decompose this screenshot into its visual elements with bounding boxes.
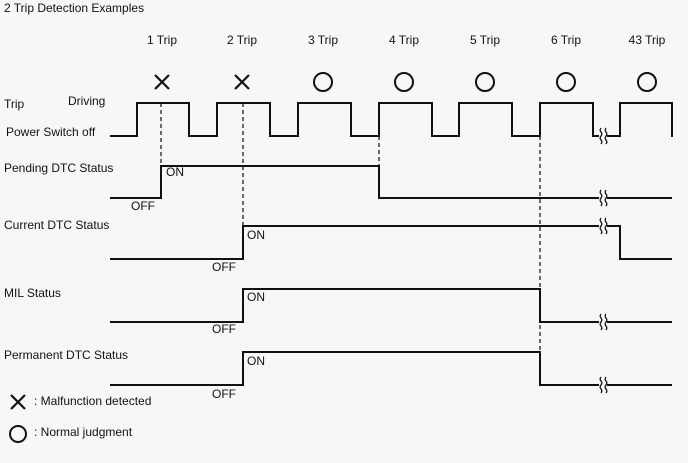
trip-column-label: 3 Trip (307, 33, 338, 47)
break-symbol (604, 217, 608, 235)
break-symbol (604, 189, 608, 207)
pending-waveform (110, 165, 672, 199)
mil-off-label: OFF (212, 322, 236, 336)
current-dtc-label: Current DTC Status (4, 218, 110, 232)
pending-on-label: ON (166, 165, 184, 179)
trip-column-label: 5 Trip (469, 33, 500, 47)
trip-waveform (110, 102, 673, 137)
break-symbol (599, 313, 603, 331)
break-symbol (599, 127, 603, 145)
break-symbol (599, 217, 603, 235)
trip-column-label: 4 Trip (388, 33, 419, 47)
trip-label: Trip (4, 97, 25, 111)
circle-icon (637, 72, 657, 92)
legend-x-mark-icon (10, 394, 26, 410)
power-switch-off-label: Power Switch off (6, 125, 96, 139)
permanent-waveform (110, 351, 672, 386)
pending-dtc-label: Pending DTC Status (4, 161, 114, 175)
current-waveform (110, 225, 672, 260)
circle-icon (394, 72, 414, 92)
circle-icon (556, 72, 576, 92)
driving-label: Driving (68, 94, 106, 108)
trip-column-label: 6 Trip (550, 33, 581, 47)
current-on-label: ON (247, 228, 265, 242)
legend-normal-label: : Normal judgment (34, 425, 133, 439)
mil-label: MIL Status (4, 286, 61, 300)
break-symbol (604, 127, 608, 145)
pending-off-label: OFF (131, 199, 155, 213)
permanent-on-label: ON (247, 354, 265, 368)
break-symbol (599, 189, 603, 207)
trip-column-label: 43 Trip (628, 33, 666, 47)
trip-column-label: 1 Trip (146, 33, 177, 47)
permanent-off-label: OFF (212, 387, 236, 401)
mil-waveform (110, 288, 672, 323)
trip-column-label: 2 Trip (226, 33, 257, 47)
legend-circle-icon (9, 425, 27, 443)
break-symbol (604, 313, 608, 331)
x-mark-icon (154, 74, 170, 90)
circle-icon (475, 72, 495, 92)
break-symbol (604, 376, 608, 394)
mil-on-label: ON (247, 290, 265, 304)
diagram-title: 2 Trip Detection Examples (4, 1, 145, 15)
permanent-dtc-label: Permanent DTC Status (4, 348, 129, 362)
break-symbol (599, 376, 603, 394)
legend-malfunction-label: : Malfunction detected (34, 394, 152, 408)
current-off-label: OFF (212, 260, 236, 274)
circle-icon (313, 72, 333, 92)
x-mark-icon (234, 74, 250, 90)
